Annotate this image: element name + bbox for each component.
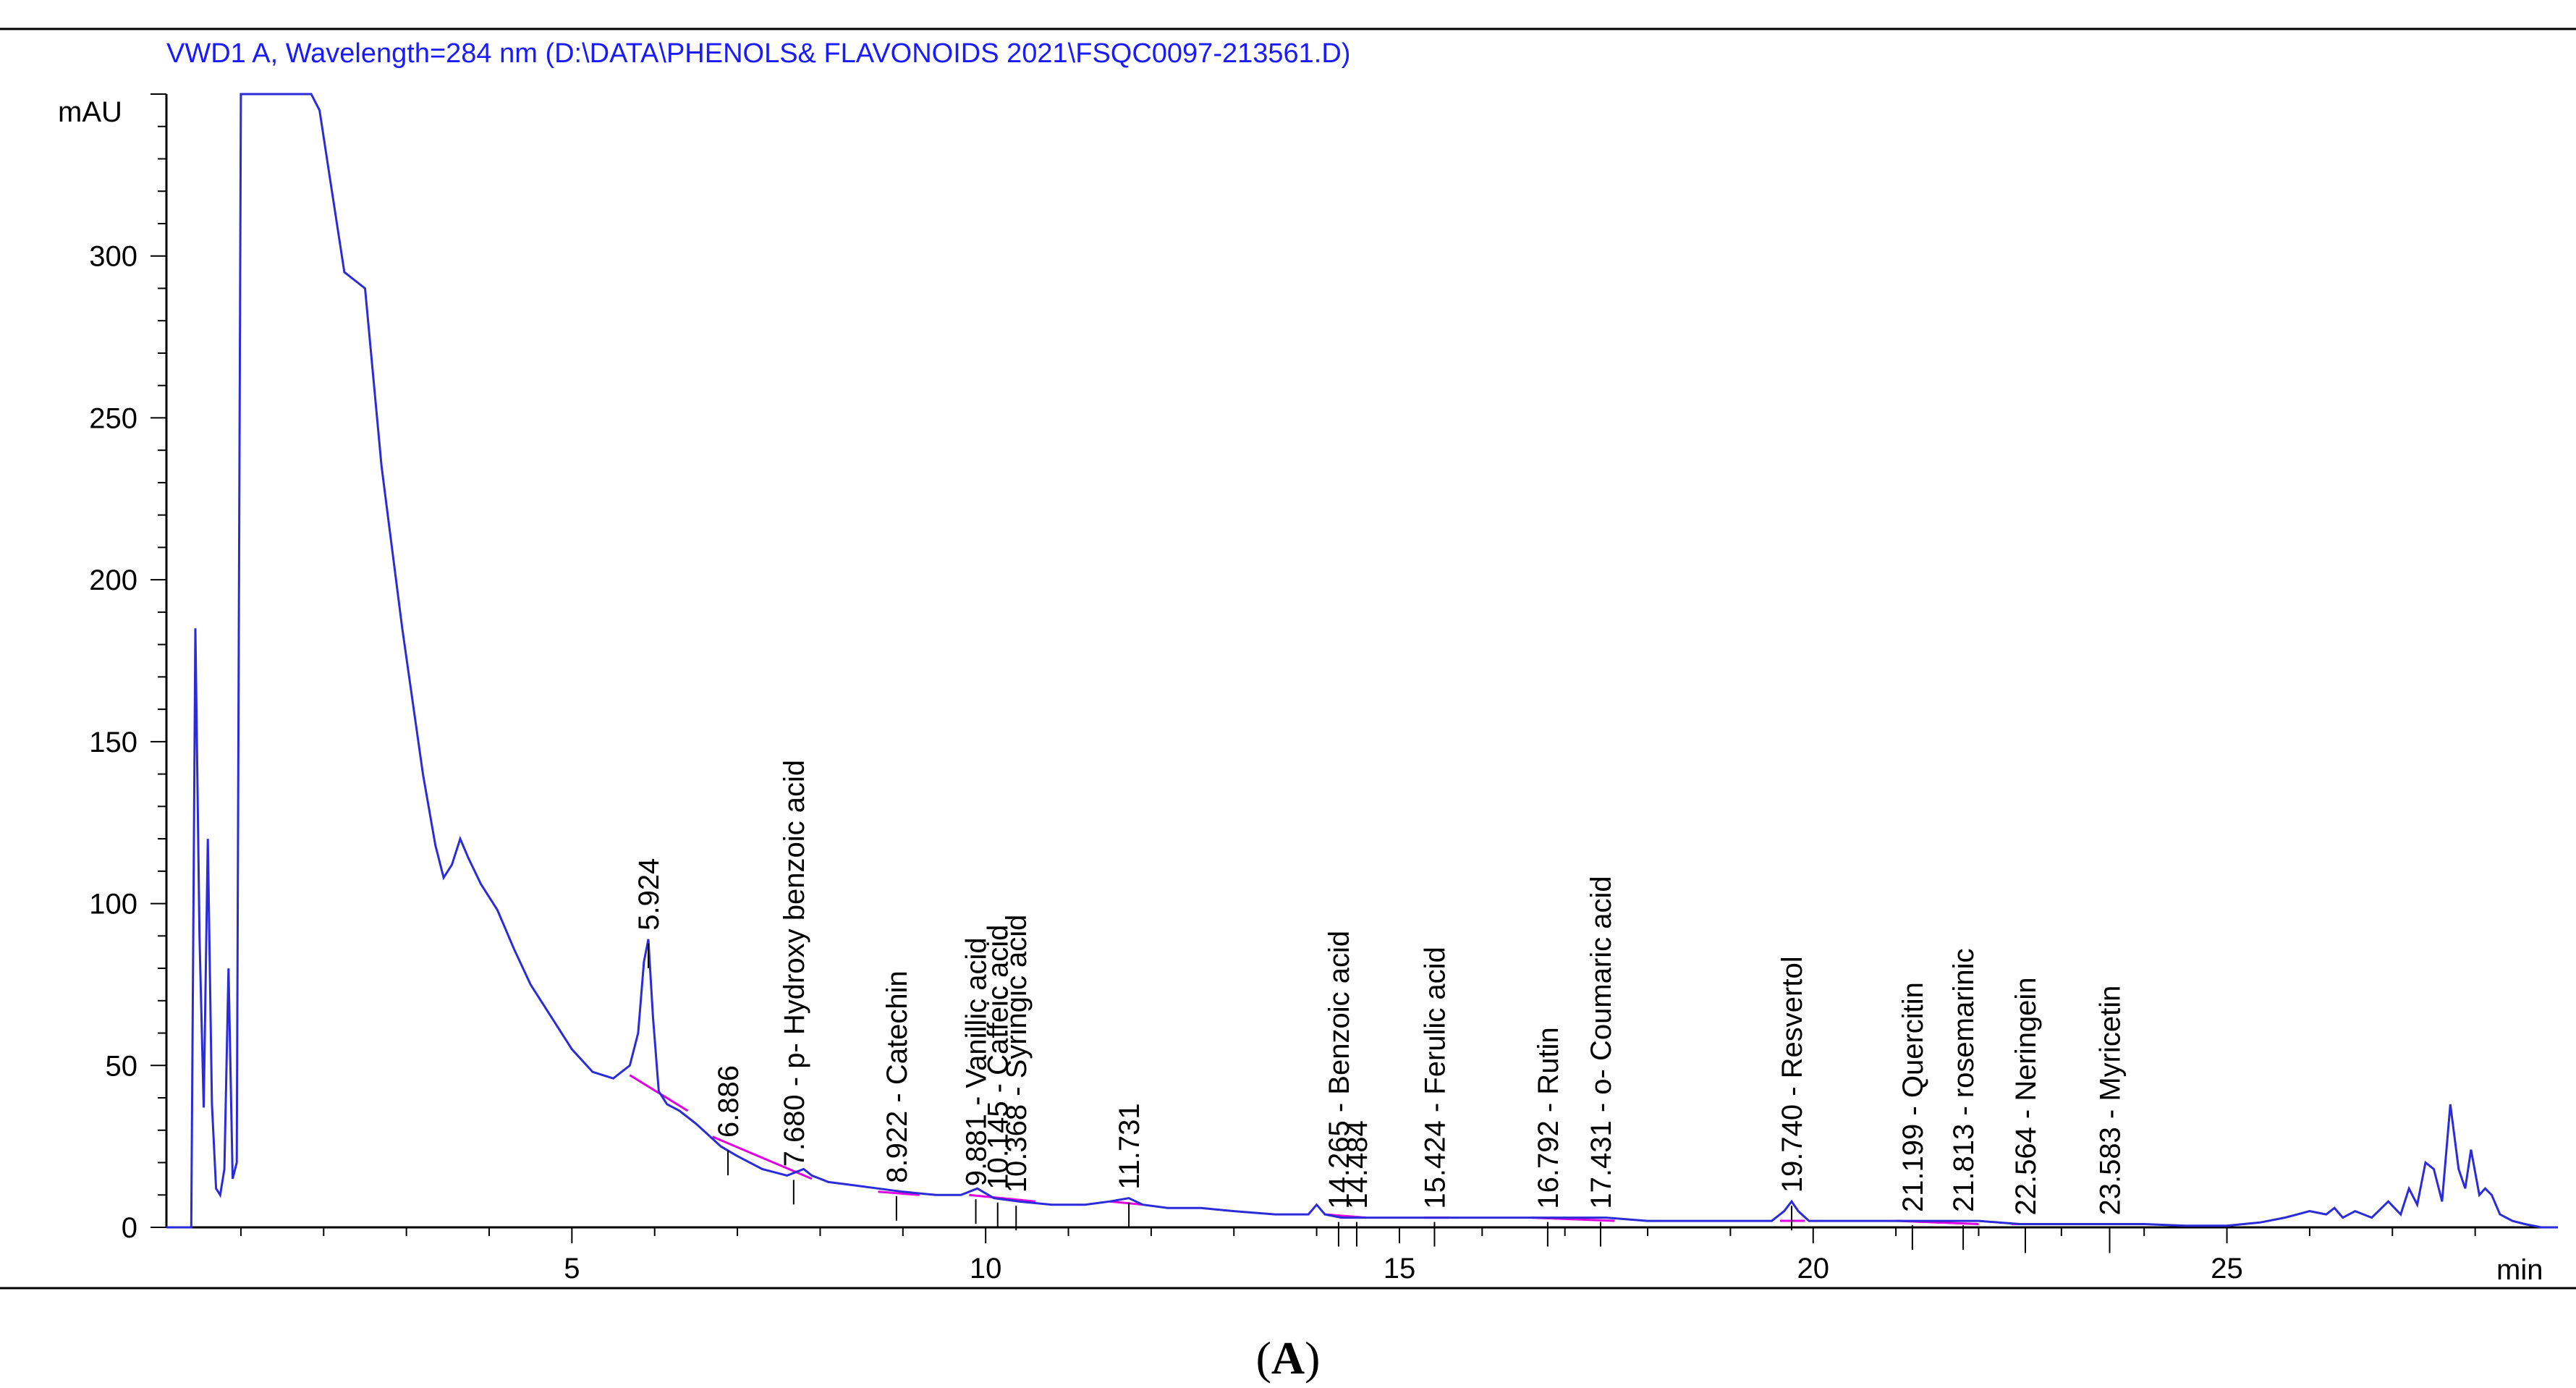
peak-label: 14.265 - Benzoic acid <box>1323 931 1355 1209</box>
panel-label: (A) <box>1256 1332 1321 1384</box>
x-axis-label: min <box>2496 1254 2543 1286</box>
y-tick-label: 200 <box>89 564 137 596</box>
peak-label: 9.881 - Vanillic acid <box>961 937 993 1186</box>
y-tick-label: 100 <box>89 889 137 921</box>
peak-label: 5.924 <box>633 858 665 931</box>
x-tick-label: 10 <box>970 1253 1002 1285</box>
y-tick-label: 50 <box>106 1050 138 1082</box>
peak-label: 21.813 - rosemarinic <box>1948 948 1980 1212</box>
peak-label: 10.145 - Caffeic acid <box>983 925 1014 1190</box>
peak-label: 7.680 - p- Hydroxy benzoic acid <box>779 760 810 1167</box>
x-tick-label: 25 <box>2211 1253 2243 1285</box>
peak-label: 17.431 - o- Coumaric acid <box>1585 876 1617 1209</box>
peak-label: 19.740 - Resvertol <box>1776 956 1808 1193</box>
peak-label: 8.922 - Catechin <box>881 970 913 1183</box>
x-tick-label: 5 <box>564 1253 580 1285</box>
peak-label: 16.792 - Rutin <box>1533 1027 1564 1209</box>
y-tick-label: 300 <box>89 241 137 273</box>
panel-letter: A <box>1271 1332 1305 1384</box>
peak-label: 6.886 <box>713 1065 745 1138</box>
peak-label: 22.564 - Neringein <box>2010 977 2042 1215</box>
peak-label: 23.583 - Myricetin <box>2095 986 2127 1216</box>
y-tick-label: 150 <box>89 727 137 758</box>
y-axis-label: mAU <box>58 96 122 128</box>
peak-label: 10.368 - Syringic acid <box>1001 915 1033 1193</box>
peak-labels: 5.924 6.886 7.680 - p- Hydroxy benzoic aci… <box>633 760 2127 1253</box>
signal-trace <box>166 93 2558 1229</box>
y-tick-label: 250 <box>89 402 137 434</box>
integration-baseline <box>878 1190 920 1196</box>
peak-label: 15.424 - Ferulic acid <box>1419 947 1451 1209</box>
y-tick-label: 0 <box>122 1212 137 1244</box>
peak-label: 11.731 <box>1114 1103 1145 1189</box>
peak-label: 14.484 <box>1342 1120 1373 1209</box>
integration-baseline <box>1109 1200 1143 1206</box>
x-tick-label: 20 <box>1797 1253 1830 1285</box>
peak-label: 21.199 - Quercitin <box>1897 982 1929 1212</box>
chart-title: VWD1 A, Wavelength=284 nm (D:\DATA\PHENO… <box>166 38 1350 69</box>
x-tick-label: 15 <box>1384 1253 1416 1285</box>
